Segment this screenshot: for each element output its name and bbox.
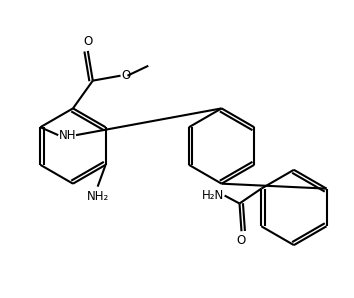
Text: O: O	[83, 35, 92, 48]
Text: H₂N: H₂N	[201, 189, 224, 202]
Text: O: O	[121, 69, 131, 82]
Text: NH₂: NH₂	[86, 190, 109, 203]
Text: O: O	[237, 234, 246, 247]
Text: NH: NH	[59, 129, 77, 142]
